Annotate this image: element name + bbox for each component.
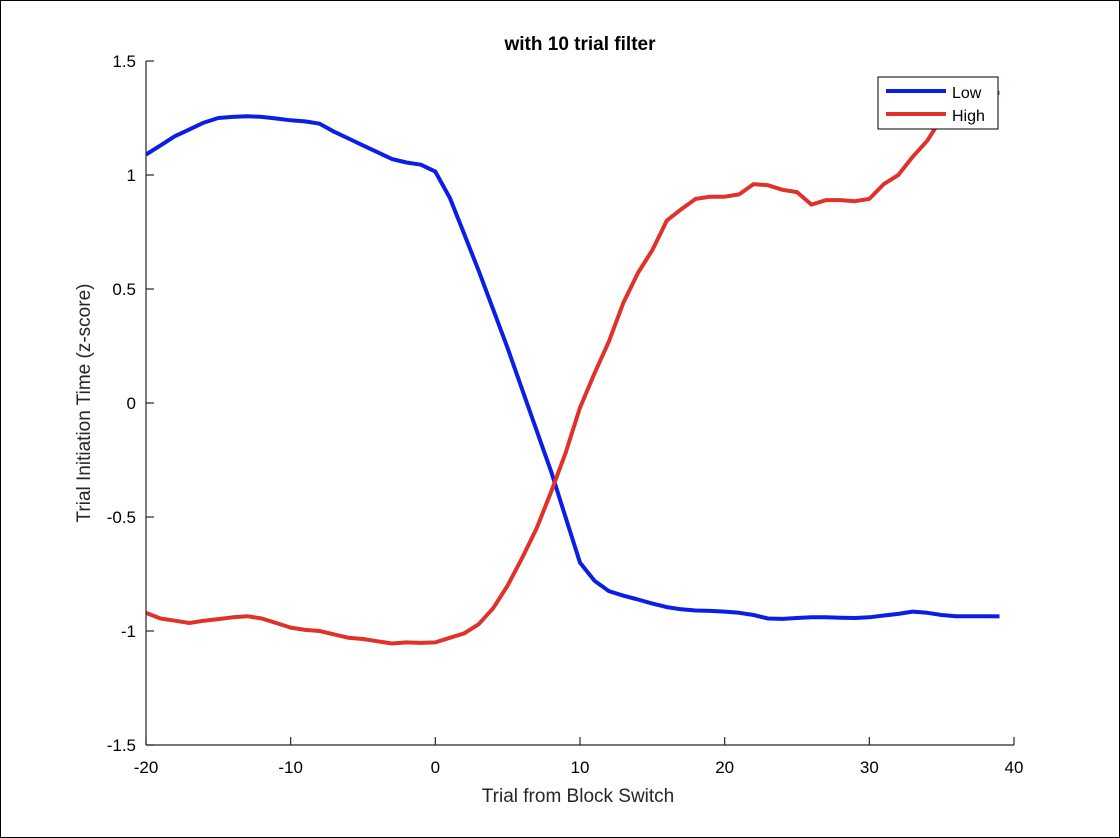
legend-box: [877, 76, 999, 130]
x-tick-label: 20: [715, 758, 734, 777]
y-tick-label: 0.5: [112, 280, 136, 299]
y-ticks: -1.5 -1 -0.5 0 0.5 1 1.5: [107, 52, 154, 755]
legend-label-low: Low: [952, 85, 982, 102]
x-tick-label: 40: [1005, 758, 1024, 777]
x-tick-label: 0: [431, 758, 440, 777]
y-tick-label: -1: [121, 622, 136, 641]
legend: Low High: [877, 76, 999, 130]
y-tick-label: -1.5: [107, 736, 136, 755]
y-tick-label: 0: [127, 394, 136, 413]
x-tick-label: -10: [278, 758, 303, 777]
x-tick-label: 30: [860, 758, 879, 777]
series-layer: [146, 90, 1000, 646]
x-tick-label: 10: [571, 758, 590, 777]
legend-label-high: High: [952, 108, 985, 125]
x-ticks: -20 -10 0 10 20 30 40: [134, 737, 1024, 777]
y-tick-label: 1: [127, 166, 136, 185]
y-axis-label: Trial Initiation Time (z-score): [74, 284, 95, 523]
chart-title: with 10 trial filter: [504, 34, 657, 55]
x-axis-label: Trial from Block Switch: [482, 786, 675, 807]
y-tick-label: 1.5: [112, 52, 136, 71]
series-line-low: [146, 114, 1000, 621]
x-tick-label: -20: [134, 758, 159, 777]
y-tick-label: -0.5: [107, 508, 136, 527]
series-line-high: [146, 90, 1000, 646]
